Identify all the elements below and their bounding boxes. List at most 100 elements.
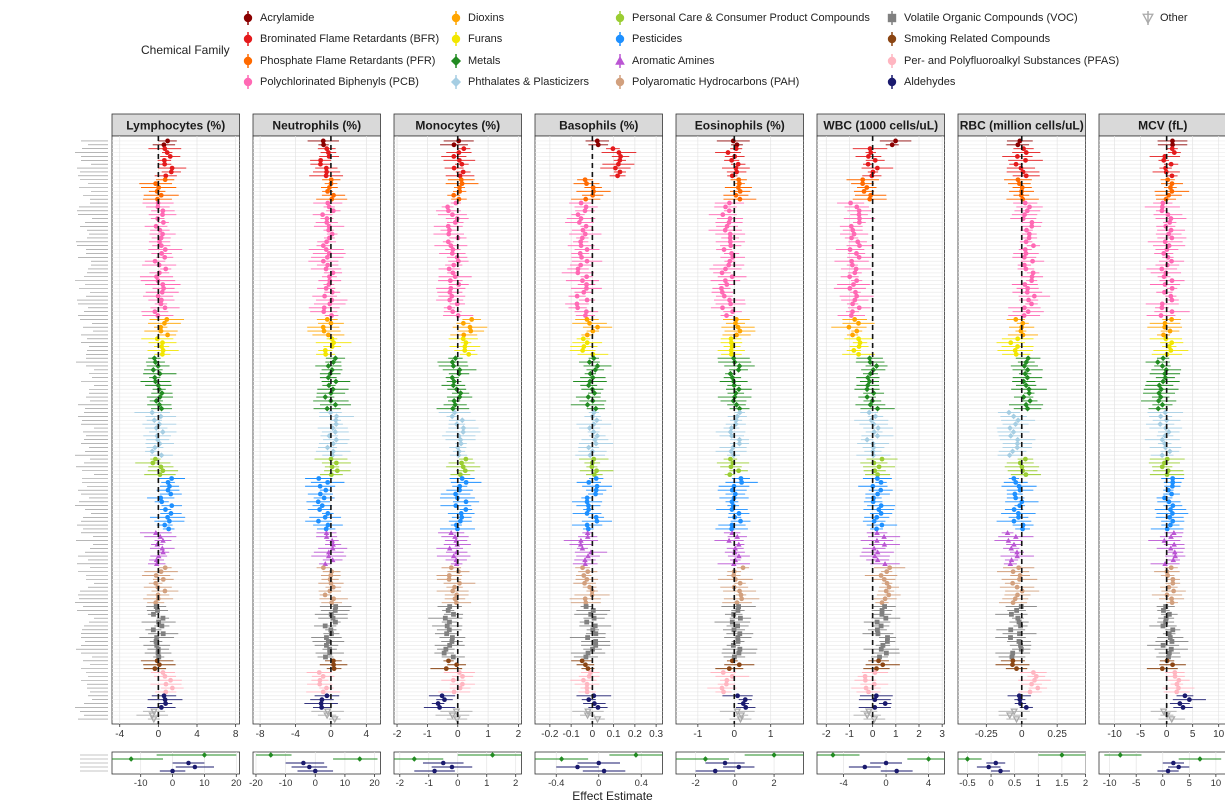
point-estimate	[595, 324, 600, 330]
point-estimate	[158, 452, 165, 459]
point-estimate	[1018, 642, 1023, 648]
point-estimate	[1015, 615, 1021, 621]
point-estimate	[733, 317, 739, 322]
point-estimate	[1165, 177, 1171, 183]
point-estimate	[1170, 580, 1176, 586]
point-estimate	[733, 320, 738, 326]
point-estimate	[870, 716, 879, 724]
point-estimate	[584, 495, 590, 501]
point-estimate	[159, 289, 165, 295]
bottom-point-estimate	[575, 764, 580, 770]
bottom-point-estimate	[925, 756, 932, 762]
point-estimate	[729, 522, 735, 528]
point-estimate	[735, 324, 741, 330]
point-estimate	[727, 258, 733, 264]
point-estimate	[1161, 274, 1167, 280]
point-estimate	[857, 340, 863, 346]
point-estimate	[450, 588, 456, 594]
x-tick-label: 20	[231, 778, 242, 789]
point-estimate	[151, 611, 156, 617]
point-estimate	[322, 293, 328, 299]
point-estimate	[1027, 689, 1033, 695]
point-estimate	[585, 553, 591, 559]
point-estimate	[726, 262, 732, 268]
legend-key	[887, 75, 897, 89]
point-estimate	[330, 658, 336, 664]
point-estimate	[331, 662, 336, 668]
point-estimate	[1170, 503, 1176, 509]
point-estimate	[1012, 421, 1019, 428]
point-estimate	[1024, 405, 1031, 412]
point-estimate	[165, 332, 170, 338]
point-estimate	[1163, 615, 1169, 621]
point-estimate	[324, 444, 331, 451]
point-estimate	[1168, 646, 1174, 652]
bottom-point-estimate	[722, 760, 728, 766]
point-estimate	[459, 181, 465, 187]
point-estimate	[583, 662, 588, 668]
point-estimate	[329, 545, 336, 551]
point-estimate	[731, 382, 738, 389]
point-estimate	[1169, 285, 1175, 291]
x-tick-label: 4	[194, 729, 200, 740]
x-tick-label: 0	[883, 778, 888, 789]
point-estimate	[163, 689, 169, 695]
point-estimate	[153, 456, 158, 462]
point-estimate	[453, 491, 458, 497]
legend-item-label: Phosphate Flame Retardants (PFR)	[260, 55, 436, 67]
x-tick-label: 1	[485, 729, 491, 740]
point-estimate	[323, 526, 329, 532]
point-estimate	[583, 600, 589, 606]
point-estimate	[726, 208, 732, 214]
point-estimate	[1033, 673, 1039, 679]
point-estimate	[1170, 662, 1175, 668]
point-estimate	[1167, 635, 1173, 640]
point-estimate	[854, 204, 860, 210]
point-estimate	[158, 464, 164, 470]
bottom-point-estimate	[449, 764, 455, 770]
point-estimate	[325, 639, 331, 644]
point-estimate	[1186, 697, 1192, 703]
point-estimate	[1021, 262, 1027, 268]
point-estimate	[1169, 188, 1175, 194]
point-estimate	[162, 161, 168, 167]
point-estimate	[1023, 382, 1030, 389]
point-estimate	[322, 592, 328, 598]
point-estimate	[728, 336, 734, 342]
point-estimate	[728, 348, 734, 353]
point-estimate	[1008, 340, 1014, 346]
x-tick-label: 5	[1190, 729, 1196, 740]
point-estimate	[728, 464, 734, 470]
point-estimate	[856, 208, 862, 214]
legend-item-label: Personal Care & Consumer Product Compoun…	[632, 12, 870, 24]
point-estimate	[330, 440, 337, 447]
point-estimate	[1163, 417, 1170, 424]
point-estimate	[153, 639, 159, 644]
legend-item-label: Other	[1160, 12, 1188, 24]
point-estimate	[1163, 223, 1169, 229]
point-estimate	[1161, 332, 1166, 338]
point-estimate	[867, 196, 873, 202]
point-estimate	[1026, 386, 1032, 393]
bottom-point-estimate	[356, 756, 363, 762]
legend-key-marker	[615, 13, 625, 23]
point-estimate	[167, 154, 173, 159]
point-estimate	[589, 374, 596, 381]
point-estimate	[615, 161, 621, 167]
point-estimate	[324, 405, 331, 412]
point-estimate	[153, 560, 160, 567]
bottom-point-estimate	[986, 764, 991, 770]
point-estimate	[1020, 320, 1026, 326]
point-estimate	[165, 487, 171, 493]
point-estimate	[849, 235, 854, 241]
point-estimate	[328, 320, 334, 326]
point-estimate	[1176, 677, 1182, 683]
point-estimate	[162, 522, 168, 528]
point-estimate	[150, 627, 156, 633]
x-tick-label: 4	[364, 729, 370, 740]
point-estimate	[1008, 611, 1014, 617]
point-estimate	[329, 600, 335, 606]
point-estimate	[592, 405, 599, 412]
point-estimate	[1169, 235, 1175, 241]
point-estimate	[729, 526, 735, 532]
